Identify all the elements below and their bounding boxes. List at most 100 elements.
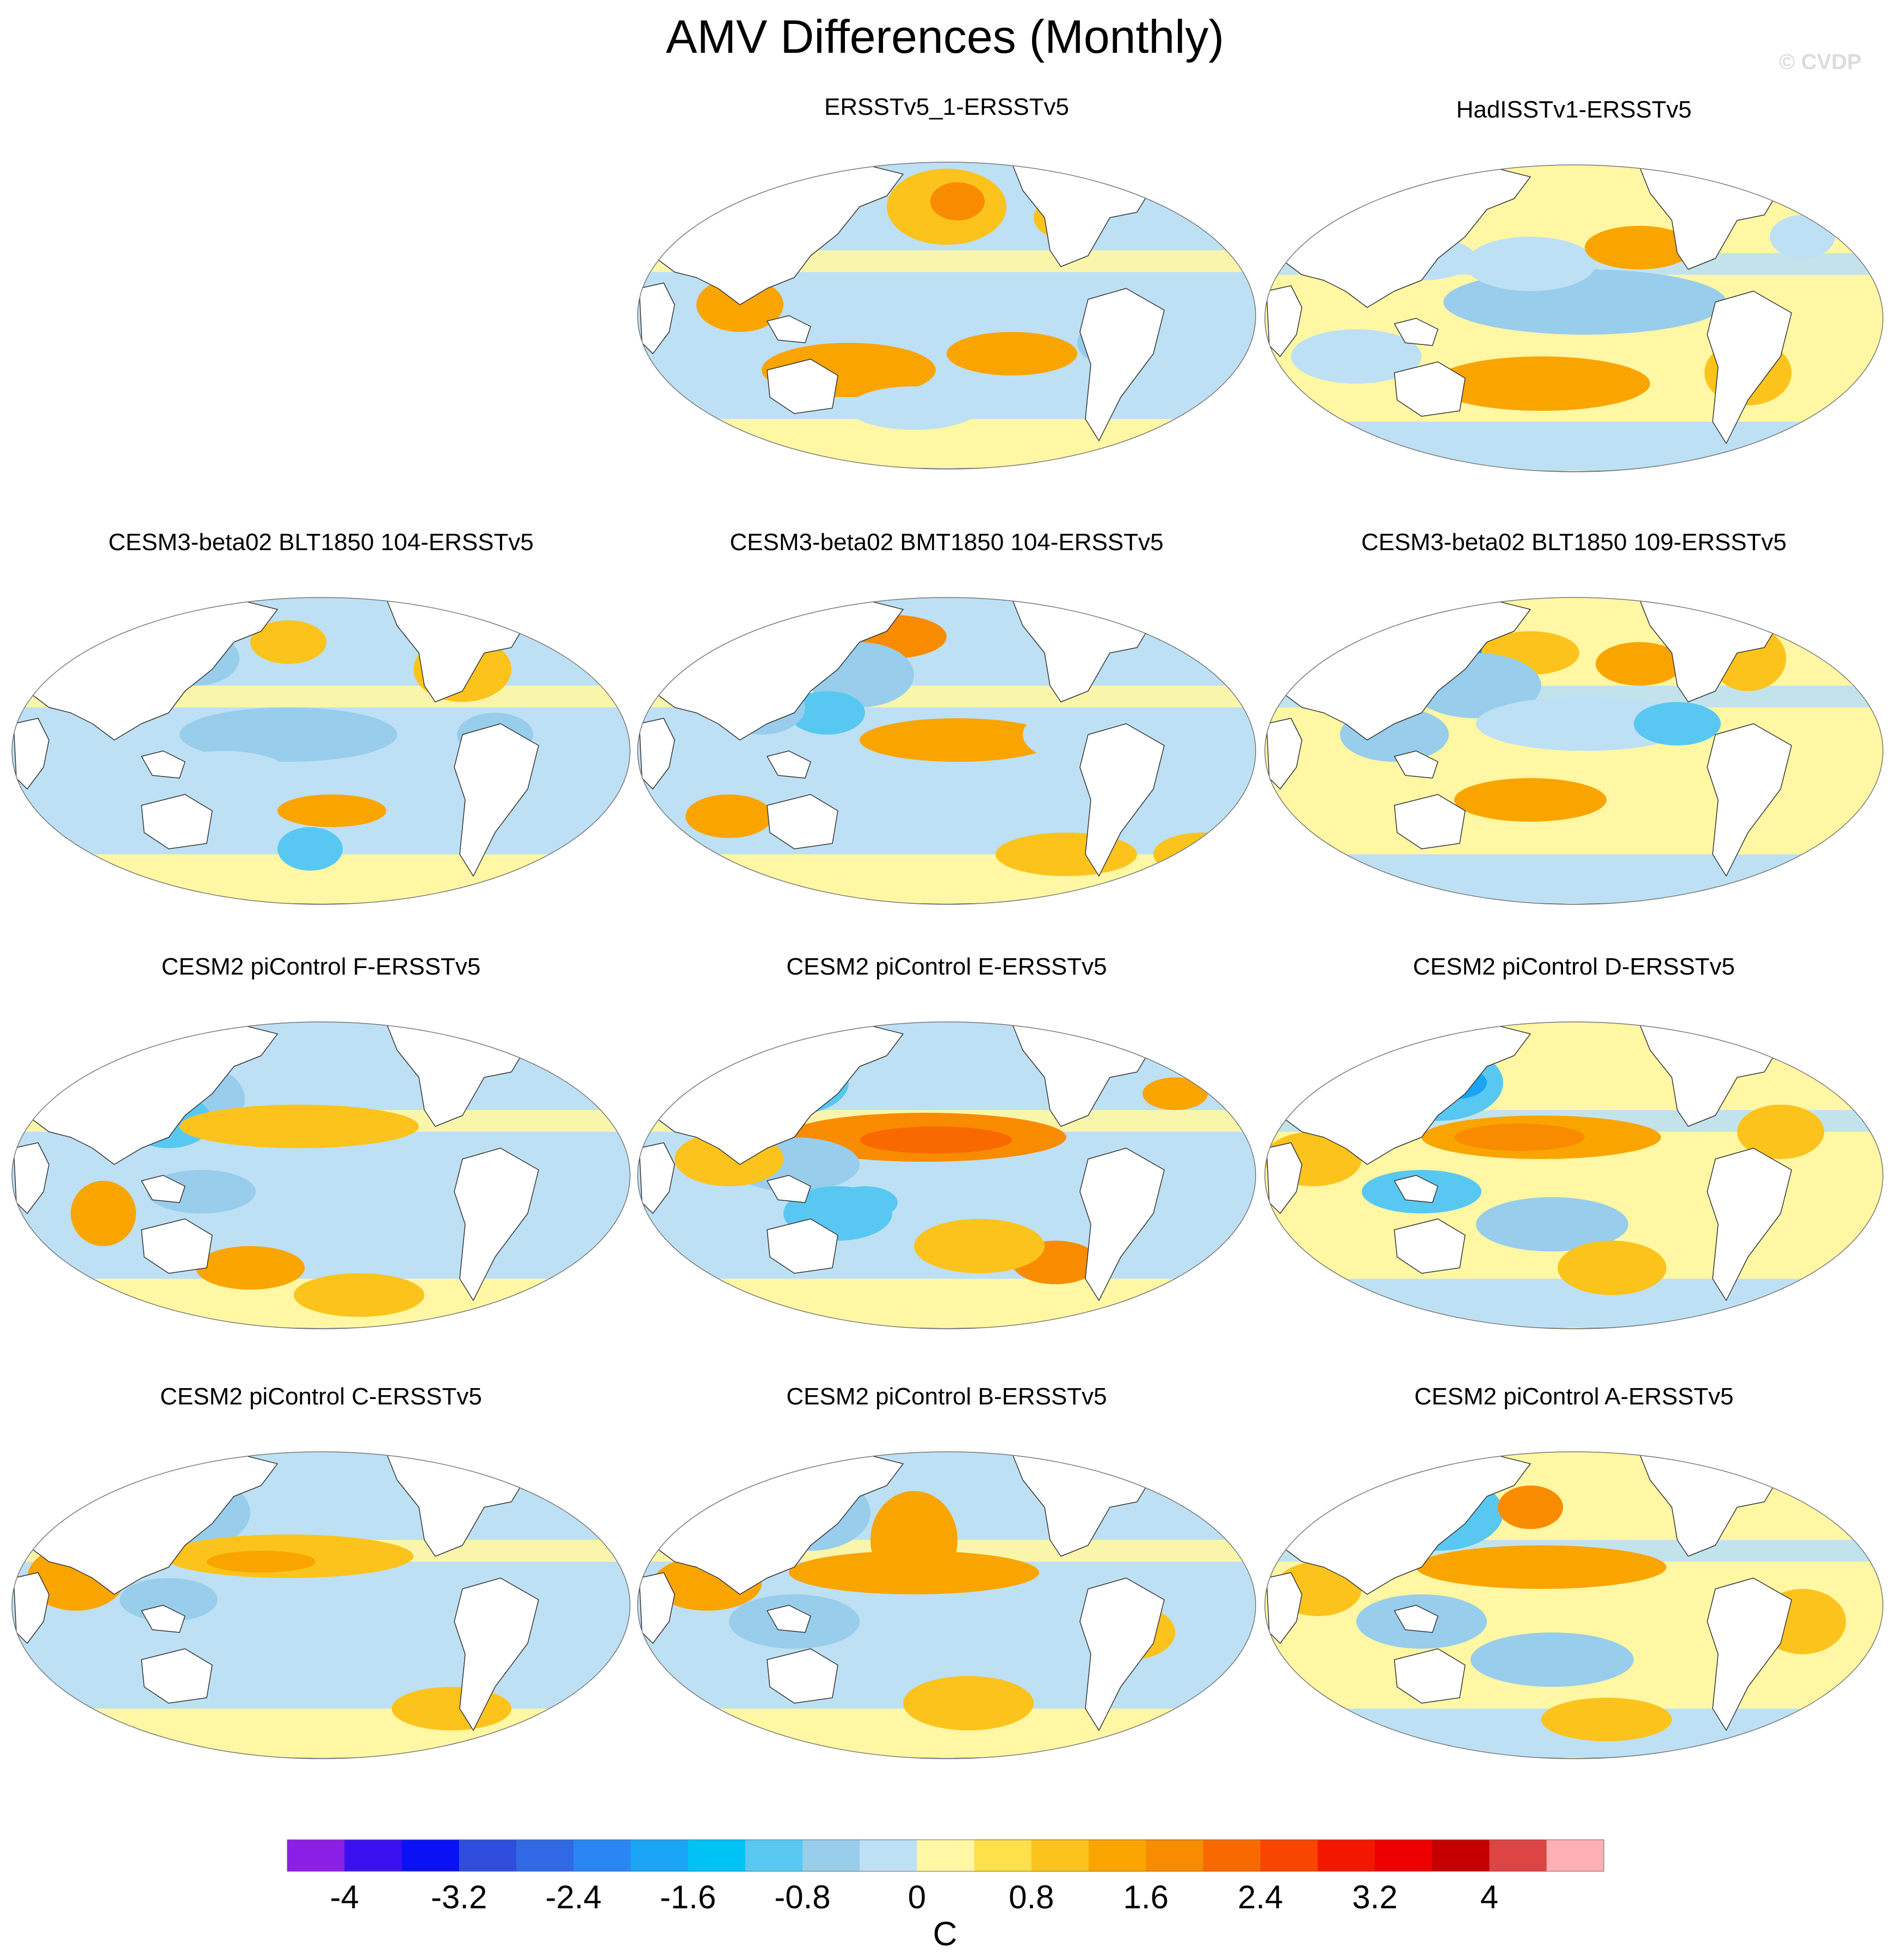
map-panel: CESM2 piControl D-ERSSTv5: [1258, 952, 1889, 1366]
map-panel: CESM2 piControl E-ERSSTv5: [631, 952, 1262, 1366]
colorbar-swatch: [860, 1840, 917, 1871]
colorbar: [287, 1839, 1604, 1872]
map-panel: CESM3-beta02 BLT1850 104-ERSSTv5: [5, 528, 637, 941]
colorbar-tick-label: 0: [907, 1879, 927, 1915]
landmass-south-america: [1079, 723, 1165, 877]
map-boundary: [637, 162, 1256, 470]
anomaly-contour: [1471, 1632, 1634, 1687]
anomaly-contour: [180, 1105, 419, 1148]
colorbar-tick-label: -0.8: [774, 1879, 831, 1915]
panel-title: ERSSTv5_1-ERSSTv5: [824, 94, 1069, 120]
map-boundary: [637, 1451, 1256, 1759]
colorbar-swatch: [1489, 1840, 1547, 1871]
colorbar-tick-label: -3.2: [430, 1879, 487, 1915]
colorbar-tick-label: -1.6: [659, 1879, 717, 1915]
colorbar-swatch: [344, 1840, 402, 1871]
anomaly-contour: [1291, 329, 1422, 384]
map-field: [1265, 165, 1883, 472]
landmass-greenland: [1109, 597, 1176, 626]
anomaly-contour: [1498, 1486, 1563, 1529]
anomaly-contour: [196, 1246, 305, 1290]
colorbar-swatch: [745, 1840, 803, 1871]
landmass-greenland: [1109, 1452, 1176, 1481]
anomaly-contour: [1476, 1197, 1628, 1252]
map-field: [1265, 1022, 1883, 1329]
map-plot: [1264, 1021, 1883, 1329]
landmass-australia: [767, 359, 838, 414]
map-field: [638, 1452, 1256, 1759]
landmass-australia: [141, 1218, 213, 1274]
map-panel: CESM2 piControl A-ERSSTv5: [1258, 1382, 1889, 1796]
anomaly-band: [638, 854, 1256, 903]
map-plot: [1264, 597, 1883, 905]
anomaly-contour: [158, 751, 288, 794]
colorbar-swatch: [1203, 1840, 1261, 1871]
map-plot: [637, 1451, 1256, 1759]
anomaly-contour: [1416, 1545, 1666, 1589]
anomaly-band: [1265, 854, 1883, 903]
colorbar-tick-label: -2.4: [545, 1879, 602, 1915]
anomaly-contour: [1634, 702, 1721, 745]
map-panel: ERSSTv5_1-ERSSTv5: [631, 93, 1262, 506]
landmass-australia: [1394, 361, 1466, 417]
map-panel: CESM2 piControl B-ERSSTv5: [631, 1382, 1262, 1796]
anomaly-contour: [245, 1616, 419, 1681]
anomaly-contour: [849, 386, 979, 430]
anomaly-contour: [860, 718, 1055, 762]
anomaly-contour: [1432, 356, 1650, 411]
landmass-south-america: [1707, 1148, 1792, 1301]
landmass-south-america: [1707, 723, 1792, 877]
colorbar-swatch: [1317, 1840, 1375, 1871]
anomaly-contour: [207, 1551, 316, 1573]
landmass-australia: [767, 794, 838, 849]
anomaly-band: [1265, 422, 1883, 471]
map-panel: CESM3-beta02 BMT1850 104-ERSSTv5: [631, 528, 1262, 941]
map-field: [12, 1452, 630, 1759]
landmass-south-america: [454, 723, 539, 877]
map-field: [12, 1022, 630, 1329]
panel-title: CESM3-beta02 BMT1850 104-ERSSTv5: [730, 529, 1164, 556]
landmass-south-america: [1707, 1577, 1792, 1731]
landmass-australia: [141, 1648, 213, 1704]
map-boundary: [11, 597, 631, 905]
anomaly-contour: [930, 182, 985, 220]
colorbar-swatch: [1432, 1840, 1490, 1871]
anomaly-contour: [1541, 1698, 1672, 1741]
anomaly-contour: [1142, 1077, 1208, 1110]
colorbar-units-label: C: [932, 1915, 958, 1953]
map-field: [1265, 597, 1883, 904]
colorbar-swatch: [1260, 1840, 1318, 1871]
map-boundary: [11, 1021, 631, 1329]
landmass-maritime-continent: [767, 1175, 811, 1203]
landmass-maritime-continent: [141, 750, 186, 779]
landmass-australia: [1394, 1218, 1466, 1274]
colorbar-swatch: [1031, 1840, 1089, 1871]
anomaly-contour: [898, 1622, 1039, 1676]
map-boundary: [1264, 1451, 1883, 1759]
colorbar-swatch: [402, 1840, 460, 1871]
landmass-maritime-continent: [141, 1605, 186, 1633]
panel-title: CESM2 piControl E-ERSSTv5: [786, 953, 1107, 980]
colorbar-tick-label: 4: [1480, 1879, 1499, 1915]
map-panel: CESM3-beta02 BLT1850 109-ERSSTv5: [1258, 528, 1889, 941]
colorbar-swatch: [1146, 1840, 1203, 1871]
colorbar-tick-label: 0.8: [1009, 1879, 1054, 1915]
map-panel: CESM2 piControl F-ERSSTv5: [5, 952, 637, 1366]
panel-title: CESM3-beta02 BLT1850 109-ERSSTv5: [1361, 529, 1787, 556]
landmass-south-america: [1079, 1577, 1165, 1731]
panel-title: HadISSTv1-ERSSTv5: [1456, 96, 1692, 123]
map-plot: [11, 597, 631, 905]
anomaly-contour: [250, 620, 326, 664]
landmass-greenland: [484, 1452, 550, 1481]
landmass-greenland: [1737, 1022, 1803, 1051]
cvdp-watermark: © CVDP: [1779, 50, 1862, 74]
anomaly-contour: [1558, 1241, 1666, 1295]
landmass-greenland: [1737, 1452, 1803, 1481]
landmass-greenland: [1737, 597, 1803, 626]
anomaly-band: [638, 1279, 1256, 1328]
anomaly-contour: [234, 1197, 430, 1262]
map-plot: [1264, 164, 1883, 472]
anomaly-contour: [1454, 1124, 1585, 1151]
landmass-greenland: [484, 1022, 550, 1051]
anomaly-contour: [180, 707, 397, 762]
